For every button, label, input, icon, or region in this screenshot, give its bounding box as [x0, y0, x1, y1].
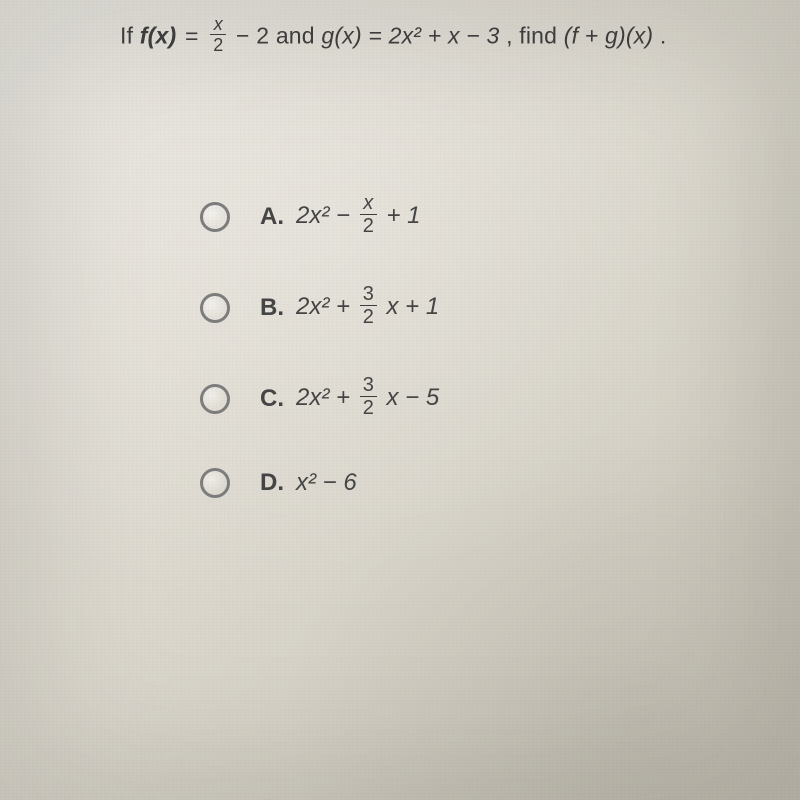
choice-a-pre: 2x² −: [296, 202, 350, 229]
choice-a-frac-num: x: [363, 192, 373, 214]
choice-d[interactable]: D. x² − 6: [200, 468, 439, 498]
q-target: (f + g)(x): [564, 23, 654, 49]
q-f-fraction: x 2: [210, 15, 226, 54]
q-f-frac-den: 2: [210, 34, 226, 54]
q-dot: .: [660, 23, 667, 49]
q-g-def: g(x) = 2x² + x − 3: [321, 23, 499, 49]
radio-a[interactable]: [200, 202, 230, 232]
choice-a-frac: x 2: [360, 193, 377, 236]
choice-d-pre: x² − 6: [296, 469, 357, 496]
q-f-lhs: f(x): [140, 23, 177, 49]
q-find: , find: [506, 23, 564, 49]
choice-b-frac: 3 2: [360, 284, 377, 327]
choice-c-frac-num: 3: [360, 375, 377, 396]
choice-a-expression: 2x² − x 2 + 1: [296, 195, 421, 238]
q-eq1: =: [185, 23, 199, 49]
q-f-tail: − 2: [236, 23, 269, 49]
choice-c[interactable]: C. 2x² + 3 2 x − 5: [200, 377, 439, 420]
choice-c-post: x − 5: [387, 384, 440, 411]
choice-a[interactable]: A. 2x² − x 2 + 1: [200, 195, 439, 238]
page-background: If f(x) = x 2 − 2 and g(x) = 2x² + x − 3…: [0, 0, 800, 800]
choice-c-frac-den: 2: [360, 396, 377, 418]
choice-b-frac-den: 2: [360, 305, 377, 327]
radio-b[interactable]: [200, 293, 230, 323]
choice-b-letter: B.: [260, 294, 286, 322]
choice-a-frac-den: 2: [360, 214, 377, 236]
q-f-frac-num: x: [214, 14, 223, 34]
q-prefix: If: [120, 23, 140, 49]
radio-d[interactable]: [200, 468, 230, 498]
choice-c-frac: 3 2: [360, 375, 377, 418]
choice-b-expression: 2x² + 3 2 x + 1: [296, 286, 439, 329]
choice-b-frac-num: 3: [360, 284, 377, 305]
answer-choices: A. 2x² − x 2 + 1 B. 2x² + 3 2 x + 1: [200, 195, 439, 546]
choice-a-letter: A.: [260, 203, 286, 231]
choice-b-post: x + 1: [387, 293, 440, 320]
choice-c-letter: C.: [260, 385, 286, 413]
choice-a-post: + 1: [387, 202, 421, 229]
choice-c-pre: 2x² +: [296, 384, 350, 411]
choice-b-pre: 2x² +: [296, 293, 350, 320]
q-and: and: [276, 23, 322, 49]
choice-d-letter: D.: [260, 469, 286, 497]
choice-c-expression: 2x² + 3 2 x − 5: [296, 377, 439, 420]
question-stem: If f(x) = x 2 − 2 and g(x) = 2x² + x − 3…: [120, 18, 680, 57]
choice-d-expression: x² − 6: [296, 469, 357, 497]
radio-c[interactable]: [200, 384, 230, 414]
choice-b[interactable]: B. 2x² + 3 2 x + 1: [200, 286, 439, 329]
